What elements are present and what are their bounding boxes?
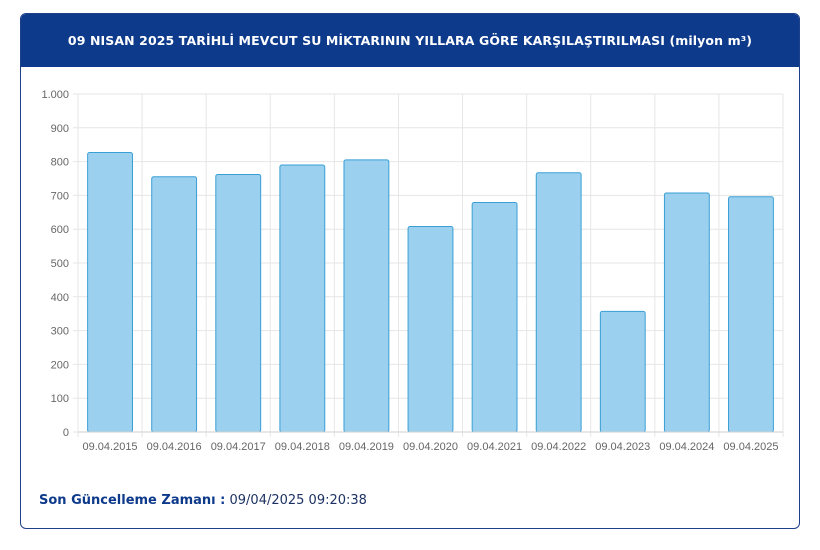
- x-tick-label: 09.04.2017: [211, 441, 266, 453]
- y-tick-label: 100: [51, 393, 69, 405]
- y-tick-label: 300: [51, 326, 69, 338]
- last-update-value: 09/04/2025 09:20:38: [229, 493, 367, 508]
- bar: [343, 159, 390, 433]
- y-tick-label: 800: [51, 157, 69, 169]
- card-header: 09 NISAN 2025 TARİHLİ MEVCUT SU MİKTARIN…: [21, 14, 799, 67]
- y-tick-label: 200: [51, 359, 69, 371]
- x-tick-label: 09.04.2022: [531, 441, 586, 453]
- x-tick-label: 09.04.2025: [723, 441, 778, 453]
- x-tick-label: 09.04.2015: [83, 441, 138, 453]
- chart-title: 09 NISAN 2025 TARİHLİ MEVCUT SU MİKTARIN…: [67, 33, 753, 48]
- x-tick-label: 09.04.2019: [339, 441, 394, 453]
- bar: [215, 173, 262, 433]
- bar-chart: 0 100 200 300 400 500 600 700 800 900 1.000 09.04.2…: [41, 89, 784, 453]
- bar: [279, 164, 326, 433]
- x-tick-label: 09.04.2021: [467, 441, 522, 453]
- chart-area: 0 100 200 300 400 500 600 700 800 900 1.000 09.04.2…: [21, 67, 799, 467]
- y-tick-label: 900: [51, 123, 69, 135]
- last-update-label: Son Güncelleme Zamanı :: [39, 493, 226, 508]
- x-tick-label: 09.04.2020: [403, 441, 458, 453]
- y-tick-label: 400: [51, 292, 69, 304]
- x-tick-label: 09.04.2018: [275, 441, 330, 453]
- bar: [663, 192, 710, 433]
- bar: [728, 196, 774, 433]
- y-tick-label: 0: [63, 427, 69, 439]
- y-tick-label: 600: [51, 224, 69, 236]
- bar: [535, 172, 582, 433]
- chart-card: 09 NISAN 2025 TARİHLİ MEVCUT SU MİKTARIN…: [20, 13, 800, 529]
- bar: [599, 310, 646, 433]
- bar: [471, 201, 518, 433]
- bar: [87, 151, 133, 433]
- x-tick-label: 09.04.2016: [147, 441, 202, 453]
- y-tick-label: 500: [51, 258, 69, 270]
- y-tick-label: 700: [51, 190, 69, 202]
- x-tick-label: 09.04.2023: [595, 441, 650, 453]
- x-tick-label: 09.04.2024: [659, 441, 714, 453]
- bar: [151, 176, 198, 433]
- y-tick-label: 1.000: [41, 89, 69, 101]
- bar: [407, 225, 454, 433]
- last-update: Son Güncelleme Zamanı : 09/04/2025 09:20…: [39, 493, 367, 508]
